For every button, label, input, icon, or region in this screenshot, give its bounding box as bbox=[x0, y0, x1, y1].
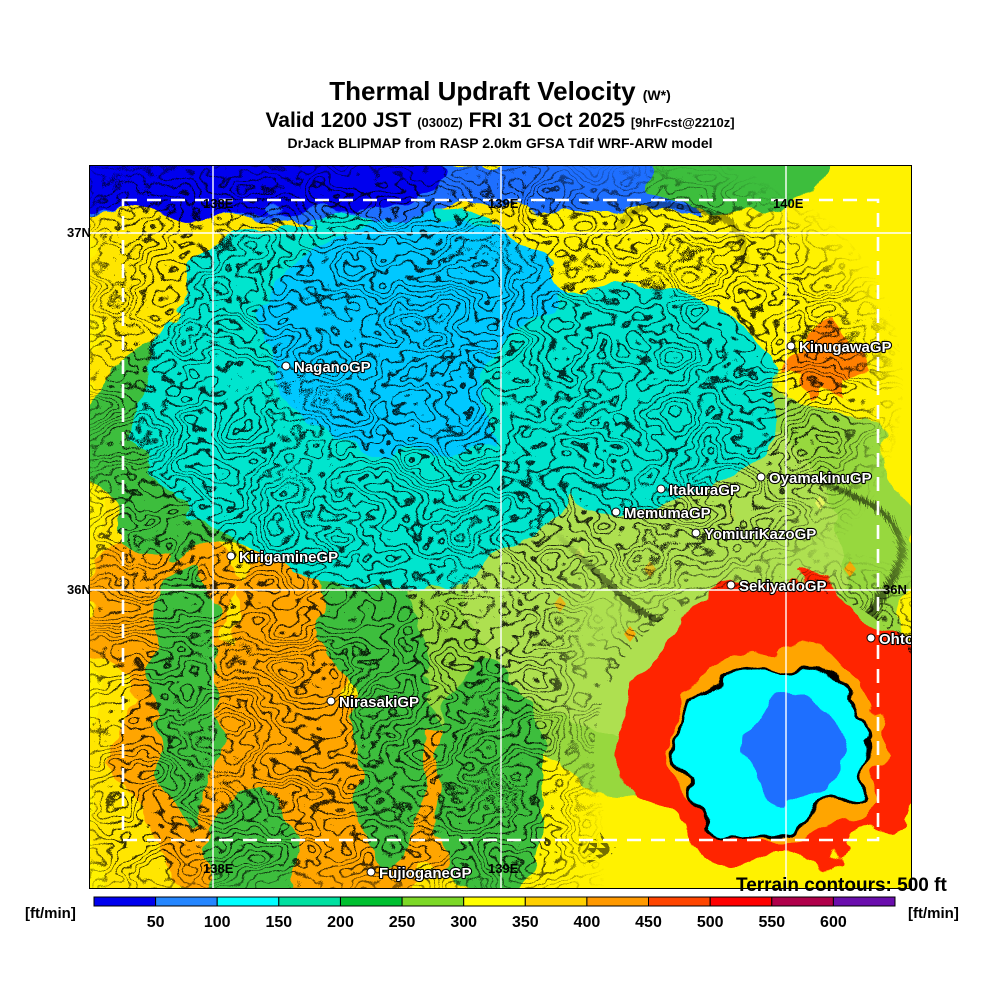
svg-text:500: 500 bbox=[697, 914, 724, 931]
svg-text:450: 450 bbox=[635, 914, 662, 931]
svg-text:600: 600 bbox=[820, 914, 847, 931]
svg-text:[ft/min]: [ft/min] bbox=[25, 905, 76, 922]
svg-text:100: 100 bbox=[204, 914, 231, 931]
svg-text:150: 150 bbox=[265, 914, 292, 931]
svg-text:550: 550 bbox=[758, 914, 785, 931]
svg-text:400: 400 bbox=[574, 914, 601, 931]
svg-text:300: 300 bbox=[450, 914, 477, 931]
svg-text:200: 200 bbox=[327, 914, 354, 931]
svg-text:250: 250 bbox=[389, 914, 416, 931]
svg-text:350: 350 bbox=[512, 914, 539, 931]
svg-text:50: 50 bbox=[147, 914, 165, 931]
svg-text:[ft/min]: [ft/min] bbox=[908, 905, 959, 922]
